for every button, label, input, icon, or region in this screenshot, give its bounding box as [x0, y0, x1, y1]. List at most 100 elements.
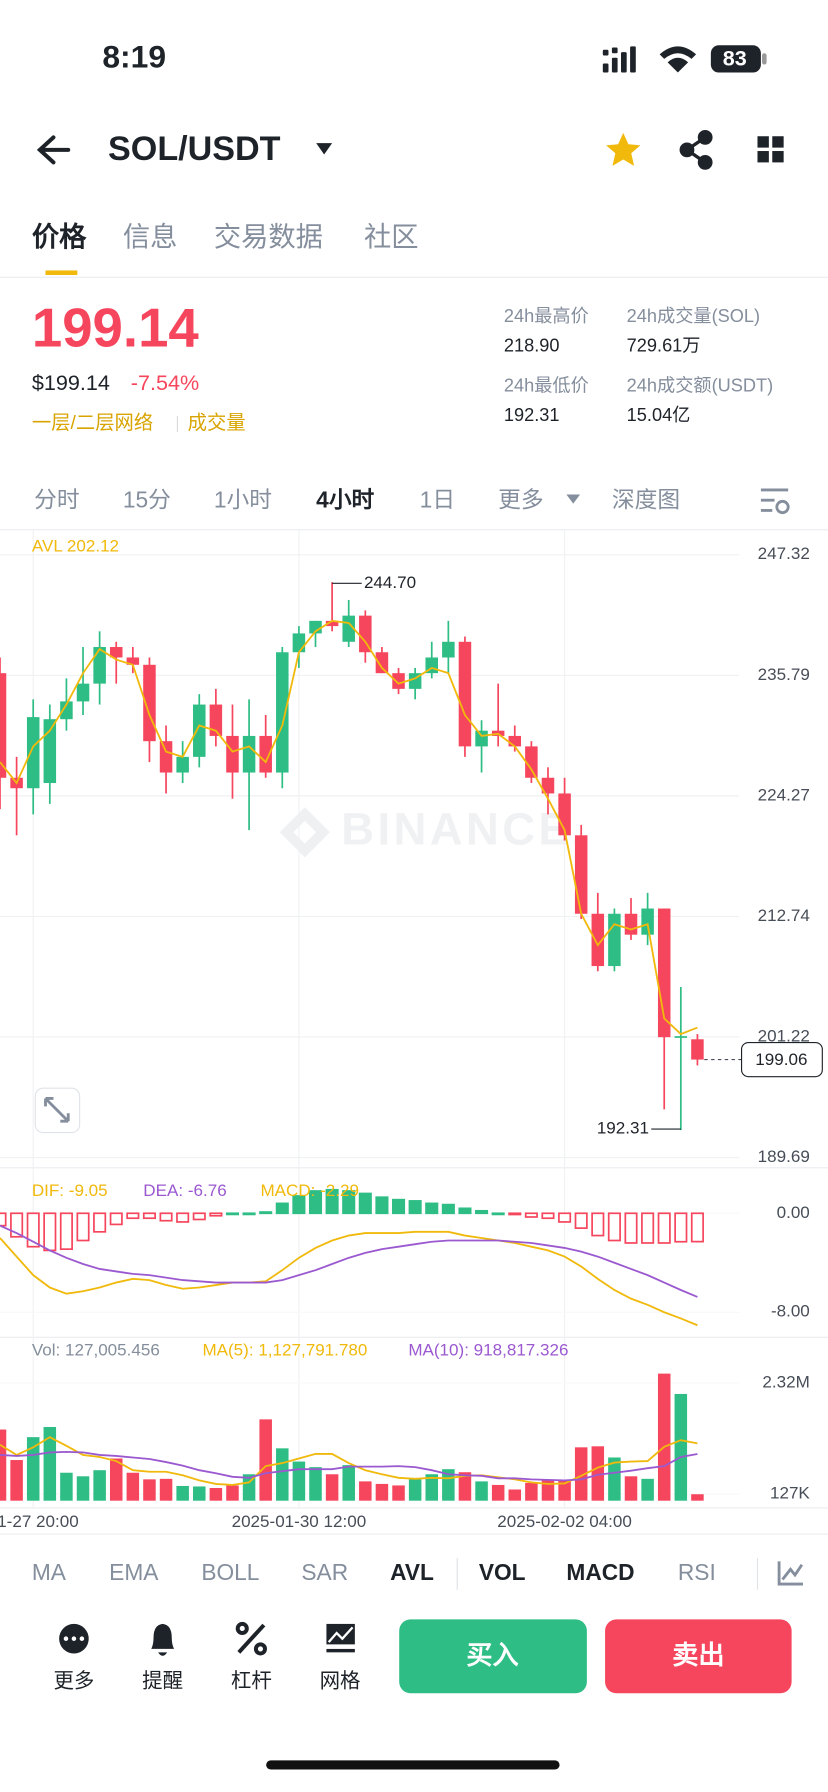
volume-bar: [491, 1484, 505, 1501]
back-button[interactable]: [36, 135, 71, 165]
interval[interactable]: 4小时: [316, 486, 374, 512]
volume-bar: [624, 1476, 638, 1501]
indicator-tab[interactable]: BOLL: [201, 1559, 259, 1585]
tag[interactable]: 成交量: [188, 412, 246, 434]
x-tick-label: 2025-01-30 12:00: [232, 1512, 367, 1531]
sell-label[interactable]: 卖出: [672, 1640, 724, 1670]
tab[interactable]: 信息: [123, 221, 178, 252]
candle-body: [458, 641, 472, 747]
indicator-tab[interactable]: VOL: [479, 1559, 526, 1585]
candle-body: [76, 683, 90, 702]
volume-bar: [541, 1480, 555, 1501]
y-tick-label: 189.69: [758, 1147, 810, 1166]
interval[interactable]: 更多: [498, 486, 543, 512]
interval[interactable]: 分时: [34, 486, 79, 512]
more-caret[interactable]: [566, 494, 581, 504]
macd-bar: [242, 1212, 256, 1216]
y-tick-label: 0.00: [777, 1203, 810, 1222]
macd-bar: [225, 1212, 240, 1216]
macd-bar: [624, 1212, 638, 1244]
indicator-tab[interactable]: EMA: [109, 1559, 159, 1585]
stat-label: 24h成交量(SOL): [627, 306, 760, 326]
current-price-box: [740, 1041, 823, 1078]
interval[interactable]: 1小时: [214, 486, 272, 512]
volume-bar: [0, 1429, 7, 1501]
watermark: BINANCE: [341, 803, 572, 854]
volume-bar: [674, 1393, 688, 1501]
y-tick-label: 224.27: [758, 785, 810, 804]
expand-button[interactable]: [34, 1087, 81, 1134]
ma10-line: [0, 1450, 698, 1482]
chart-settings[interactable]: [760, 488, 790, 515]
x-tick-label: 2025-02-02 04:00: [497, 1512, 632, 1531]
volume-bar: [292, 1461, 306, 1501]
indicator-tab[interactable]: MACD: [566, 1559, 634, 1585]
action-label[interactable]: 网格: [320, 1669, 361, 1692]
tab[interactable]: 社区: [364, 221, 419, 252]
macd-bar: [491, 1212, 505, 1216]
indicator-tab[interactable]: RSI: [678, 1559, 716, 1585]
ma5-label: MA(5): 1,127,791.780: [202, 1340, 367, 1359]
candle-body: [209, 704, 223, 736]
stat-value: 192.31: [504, 405, 560, 425]
volume-bar: [143, 1479, 156, 1501]
macd-bar: [275, 1202, 289, 1215]
usd-price: $199.14: [32, 370, 110, 395]
macd-bar: [10, 1212, 24, 1238]
candle-body: [375, 652, 389, 674]
volume-bar: [43, 1426, 57, 1501]
candle-body: [276, 652, 289, 773]
macd-bar: [408, 1200, 422, 1215]
candle-body: [159, 741, 173, 773]
layout-button[interactable]: [757, 136, 784, 163]
tag[interactable]: 一层/二层网络: [32, 412, 153, 434]
stat-label: 24h最低价: [504, 375, 589, 395]
macd-bar: [541, 1212, 555, 1220]
sell-button[interactable]: [605, 1619, 792, 1694]
volume-bar: [159, 1478, 173, 1501]
indicator-tab[interactable]: AVL: [390, 1559, 434, 1585]
action-alert-icon[interactable]: [151, 1623, 175, 1656]
volume-bar: [10, 1460, 23, 1501]
interval[interactable]: 15分: [123, 486, 171, 512]
share-button[interactable]: [679, 129, 713, 170]
ma10-label: MA(10): 918,817.326: [408, 1340, 568, 1359]
signal-icon: [602, 46, 636, 73]
candle-body: [608, 913, 621, 967]
tab[interactable]: 价格: [32, 221, 87, 252]
action-grid-icon[interactable]: [326, 1623, 355, 1653]
stat-label: 24h最高价: [504, 306, 589, 326]
macd-bar: [0, 1212, 7, 1227]
volume-bar: [193, 1486, 206, 1501]
favorite-star[interactable]: [606, 132, 641, 166]
buy-label[interactable]: 买入: [466, 1640, 518, 1670]
stat-value: 729.61万: [627, 335, 701, 355]
action-label[interactable]: 杠杆: [231, 1669, 272, 1692]
interval[interactable]: 深度图: [612, 486, 680, 512]
stat-label: 24h成交额(USDT): [627, 375, 774, 395]
battery-icon: [710, 45, 761, 73]
chart: 01-27 20:00 2025-01-30 12:00 2025-02-02 04…: [0, 530, 828, 1531]
action-label[interactable]: 更多: [53, 1669, 94, 1692]
pair-dropdown[interactable]: [316, 143, 333, 155]
tab[interactable]: 交易数据: [214, 221, 323, 252]
interval[interactable]: 1日: [420, 486, 455, 512]
volume-bar: [109, 1458, 123, 1501]
current-price-label: 199.06: [755, 1050, 807, 1069]
buy-button[interactable]: [399, 1619, 587, 1694]
volume-bar: [126, 1472, 140, 1501]
volume-bar: [359, 1481, 372, 1501]
y-tick-label: 127K: [770, 1484, 810, 1503]
indicator-settings[interactable]: [777, 1561, 804, 1586]
action-leverage-icon[interactable]: [235, 1621, 267, 1656]
candle-body: [392, 673, 405, 689]
action-label[interactable]: 提醒: [142, 1669, 183, 1692]
candle-body: [691, 1039, 704, 1060]
pair-title[interactable]: SOL/USDT: [108, 130, 281, 168]
action-more-icon[interactable]: [59, 1623, 89, 1654]
macd-bar: [391, 1198, 406, 1215]
indicator-tab[interactable]: SAR: [301, 1559, 348, 1585]
indicator-tab[interactable]: MA: [32, 1559, 67, 1585]
y-tick-label: 235.79: [758, 665, 810, 684]
